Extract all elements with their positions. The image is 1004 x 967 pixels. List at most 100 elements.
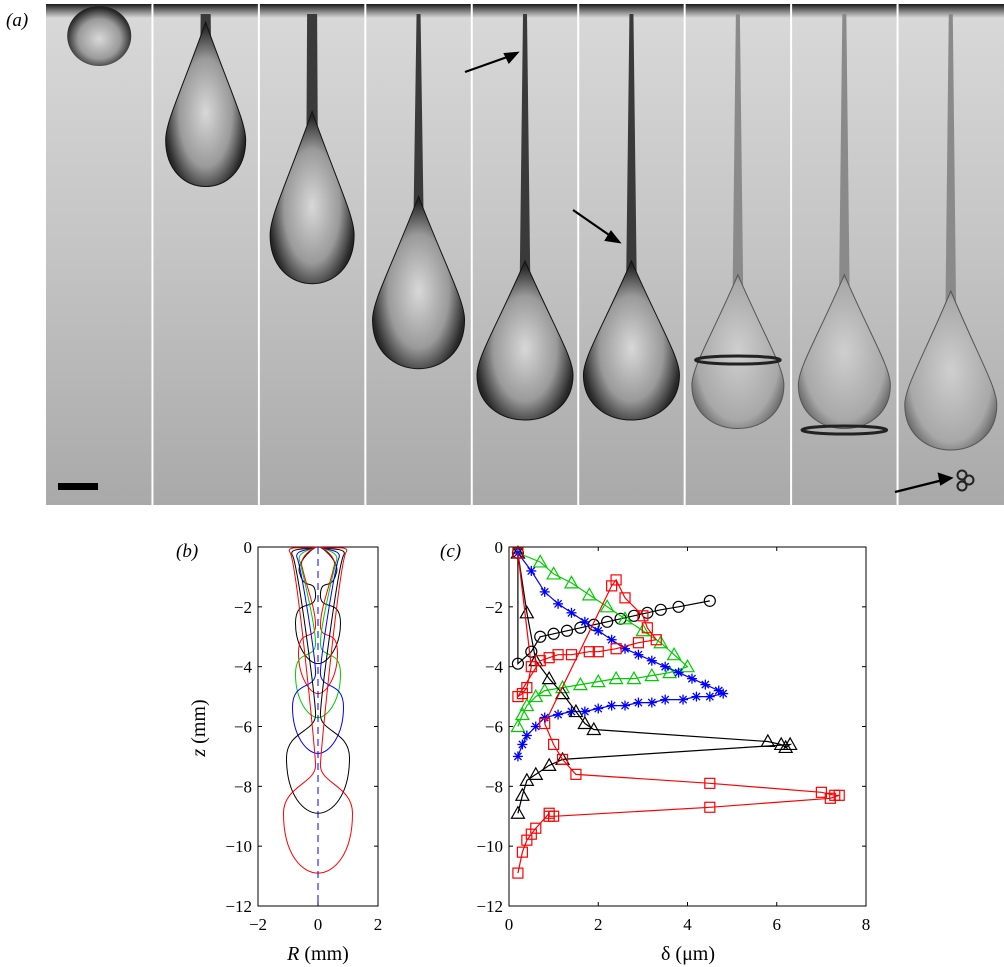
data-point-asterisk <box>593 703 604 714</box>
drop <box>904 289 998 451</box>
data-point-triangle <box>528 688 544 703</box>
data-point-square <box>824 792 836 804</box>
asterisk-stroke <box>607 635 616 644</box>
panel-c-xlabel-var: δ <box>661 943 670 965</box>
data-point-asterisk <box>566 706 577 717</box>
panel-b-chart: (b) −2 0 2 0 −2 −4 −6 −8 −10 −12 R (mm) z (mm) <box>176 538 382 965</box>
scale-bar <box>58 483 98 490</box>
data-point-circle <box>672 600 685 613</box>
drop <box>372 195 466 370</box>
data-point-triangle <box>581 587 597 601</box>
drop-tail <box>625 14 638 339</box>
data-point-triangle <box>563 575 580 589</box>
data-point-asterisk <box>700 679 711 690</box>
asterisk-stroke <box>580 617 589 626</box>
data-point-square <box>570 768 582 780</box>
data-point-triangle <box>617 611 633 625</box>
data-point-square <box>704 801 716 813</box>
data-point-triangle <box>541 757 557 771</box>
panel-c-chart: (c) 0 2 4 6 8 0 −2 −4 −6 −8 −10 −12 δ (μm) <box>440 538 870 965</box>
drop-tail <box>944 14 957 369</box>
top-plate-shadow <box>365 4 472 18</box>
asterisk-stroke <box>554 710 563 719</box>
data-point-square <box>606 580 618 592</box>
asterisk-stroke <box>661 662 670 671</box>
drop <box>269 109 355 285</box>
panel-b-ylabel-var: z <box>188 749 210 758</box>
data-point-triangle <box>519 605 535 619</box>
data-point-asterisk <box>526 565 537 576</box>
photo-frame <box>364 4 472 505</box>
data-point-triangle <box>568 703 584 718</box>
photo-frame <box>470 4 579 505</box>
asterisk-stroke <box>647 656 656 665</box>
drop <box>797 273 891 429</box>
arrow-marker <box>572 209 622 244</box>
panel-b-x-tick-label: 0 <box>314 915 323 934</box>
panel-c-ticks: 0 2 4 6 8 0 −2 −4 −6 −8 −10 −12 <box>476 538 870 934</box>
panel-c-y-tick-label: −10 <box>476 837 503 856</box>
asterisk-stroke <box>518 740 527 749</box>
data-point-triangle <box>510 718 526 733</box>
data-point-square <box>512 547 524 559</box>
rim-ring <box>694 354 782 366</box>
data-point-square <box>632 637 645 649</box>
data-point-triangle <box>644 667 660 682</box>
asterisk-stroke <box>620 701 630 710</box>
top-plate-shadow <box>578 4 685 18</box>
asterisk-stroke <box>531 722 540 731</box>
asterisk-stroke <box>719 689 728 698</box>
data-point-square <box>521 834 533 846</box>
asterisk-stroke <box>527 566 536 575</box>
data-point-asterisk <box>704 691 715 702</box>
data-point-circle <box>627 609 641 622</box>
panel-b-y-tick-label: −8 <box>234 777 252 796</box>
data-point-triangle <box>586 721 602 736</box>
data-point-asterisk <box>593 625 604 636</box>
asterisk-stroke <box>661 695 670 704</box>
data-point-circle <box>525 645 538 658</box>
panel-b-y-axis-title: z (mm) <box>188 699 210 757</box>
top-plate-shadow <box>684 4 792 18</box>
panel-b-y-tick-label: 0 <box>244 538 253 557</box>
frame-background <box>46 4 153 505</box>
top-plate-shadow <box>791 4 898 18</box>
top-plate-shadow <box>471 4 579 18</box>
data-point-square <box>552 649 564 661</box>
panel-b-x-axis-title: R (mm) <box>286 943 349 965</box>
panel-c-y-tick-label: −6 <box>485 718 503 737</box>
data-point-square <box>512 690 524 703</box>
data-point-triangle <box>519 772 535 786</box>
drop-tail <box>519 14 531 339</box>
data-point-asterisk <box>553 598 564 609</box>
panel-b-x-tick-label: 2 <box>374 915 383 934</box>
data-point-triangle <box>514 706 530 721</box>
data-point-triangle <box>514 787 530 801</box>
data-point-asterisk <box>620 700 631 711</box>
data-point-triangle <box>626 670 642 685</box>
photo-frame <box>46 4 153 505</box>
panel-c-x-tick-label: 8 <box>862 915 871 934</box>
series-line <box>517 552 793 814</box>
series-triangle-000000 <box>510 545 798 819</box>
data-point-circle <box>547 627 560 640</box>
data-point-asterisk <box>512 751 523 762</box>
panel-c-y-tick-label: 0 <box>495 538 504 557</box>
data-point-square <box>815 786 827 798</box>
asterisk-stroke <box>580 707 589 716</box>
asterisk-stroke <box>513 752 522 761</box>
asterisk-stroke <box>701 680 710 689</box>
photo-frame <box>790 4 898 505</box>
panel-c-x-axis-title: δ (μm) <box>661 943 715 965</box>
data-point-square <box>516 846 528 858</box>
panel-c-x-tick-label: 4 <box>683 915 692 934</box>
panel-c-y-tick-label: −8 <box>485 777 503 796</box>
photo-frame <box>151 4 259 505</box>
asterisk-stroke <box>607 701 616 710</box>
data-point-asterisk <box>521 730 532 741</box>
data-point-circle <box>560 624 574 637</box>
data-point-triangle <box>555 679 571 694</box>
top-plate-shadow <box>258 4 366 18</box>
drop <box>67 6 132 66</box>
photo-frame <box>683 4 792 505</box>
